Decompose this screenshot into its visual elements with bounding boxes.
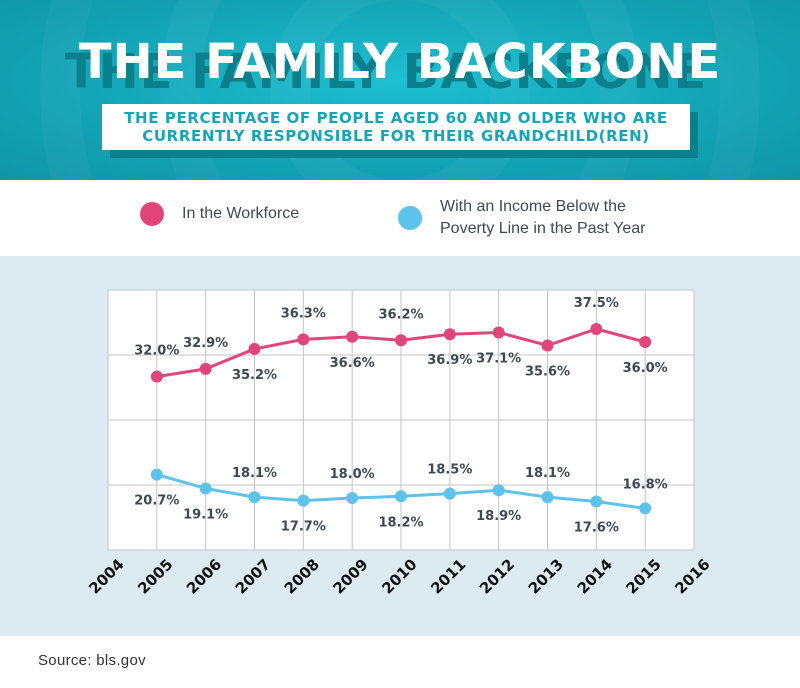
- poverty-point: [492, 484, 505, 497]
- x-tick-label: 2004: [85, 555, 127, 597]
- x-tick-label: 2009: [330, 555, 372, 597]
- x-tick-label: 2006: [183, 555, 225, 597]
- poverty-point: [346, 492, 359, 504]
- legend-label: In the Workforce: [182, 205, 300, 222]
- subtitle-box: THE PERCENTAGE OF PEOPLE AGED 60 AND OLD…: [102, 104, 690, 150]
- data-labels: 32.0% 32.9% 35.2% 36.3% 36.6% 36.2% 36.9% 37.1%…: [134, 296, 667, 535]
- x-tick-label: 2011: [427, 555, 469, 597]
- poverty-point: [395, 490, 407, 503]
- workforce-point: [297, 333, 310, 346]
- legend-item-workforce: In the Workforce: [140, 202, 299, 226]
- x-tick-label: 2015: [623, 555, 665, 597]
- poverty-data-label: 20.7%: [134, 494, 179, 509]
- page-subtitle: THE PERCENTAGE OF PEOPLE AGED 60 AND OLD…: [124, 109, 668, 145]
- x-tick-label: 2010: [378, 555, 420, 597]
- poverty-data-label: 18.1%: [525, 466, 570, 481]
- poverty-data-label: 18.0%: [330, 467, 375, 482]
- x-tick-label: 2014: [574, 555, 616, 597]
- x-axis-ticks: 2004 2005 2006 2007 2008 2009 2010 2011 2012 2013…: [85, 555, 713, 597]
- workforce-data-label: 35.2%: [232, 368, 277, 383]
- workforce-point: [590, 323, 603, 335]
- title-shadow: THE FAMILY BACKBONE: [64, 44, 708, 100]
- workforce-data-label: 36.9%: [427, 353, 472, 368]
- workforce-data-label: 36.6%: [330, 356, 375, 371]
- poverty-point: [150, 468, 163, 481]
- poverty-point: [199, 482, 212, 495]
- legend-item-poverty: With an Income Below the Poverty Line in…: [398, 196, 645, 240]
- page-title: THE FAMILY BACKBONE: [78, 34, 722, 90]
- poverty-point: [541, 491, 554, 504]
- x-tick-label: 2005: [134, 555, 176, 597]
- workforce-data-label: 32.0%: [134, 344, 179, 359]
- poverty-point: [297, 494, 310, 507]
- series-layer: [150, 323, 652, 515]
- workforce-data-label: 37.5%: [574, 296, 619, 311]
- source-note: Source: bls.gov: [38, 652, 146, 669]
- poverty-data-label: 18.2%: [378, 515, 423, 530]
- workforce-point: [443, 328, 456, 341]
- workforce-data-label: 35.6%: [525, 364, 570, 379]
- workforce-data-label: 36.2%: [378, 307, 423, 322]
- poverty-point: [639, 502, 652, 515]
- legend-dot-icon: [140, 202, 164, 226]
- workforce-point: [492, 326, 505, 339]
- workforce-data-label: 37.1%: [476, 351, 521, 366]
- workforce-point: [639, 336, 652, 348]
- line-chart: 32.0% 32.9% 35.2% 36.3% 36.6% 36.2% 36.9% 37.1%…: [85, 289, 714, 598]
- x-tick-label: 2012: [476, 555, 518, 597]
- poverty-data-label: 19.1%: [183, 507, 228, 522]
- legend-label: With an Income Below the Poverty Line in…: [440, 198, 646, 237]
- x-tick-label: 2007: [232, 555, 274, 597]
- poverty-data-label: 17.7%: [281, 520, 326, 535]
- legend-dot-icon: [398, 206, 422, 230]
- x-tick-label: 2008: [281, 555, 323, 597]
- poverty-data-label: 18.1%: [232, 466, 277, 481]
- workforce-data-label: 36.3%: [281, 306, 326, 321]
- poverty-data-label: 18.9%: [476, 509, 521, 524]
- workforce-point: [395, 334, 407, 347]
- workforce-point: [199, 362, 212, 375]
- x-tick-label: 2013: [525, 555, 567, 597]
- header-banner: THE FAMILY BACKBONE THE FAMILY BACKBONE …: [0, 0, 800, 180]
- workforce-data-label: 32.9%: [183, 336, 228, 351]
- poverty-point: [590, 495, 603, 508]
- workforce-data-label: 36.0%: [623, 361, 668, 376]
- workforce-point: [248, 342, 261, 355]
- poverty-data-label: 16.8%: [623, 477, 668, 492]
- x-tick-label: 2016: [671, 555, 713, 597]
- poverty-point: [248, 491, 261, 504]
- poverty-point: [443, 487, 456, 500]
- workforce-point: [150, 370, 163, 383]
- poverty-data-label: 18.5%: [427, 463, 472, 478]
- workforce-point: [541, 339, 554, 352]
- workforce-point: [346, 330, 359, 343]
- poverty-data-label: 17.6%: [574, 520, 619, 535]
